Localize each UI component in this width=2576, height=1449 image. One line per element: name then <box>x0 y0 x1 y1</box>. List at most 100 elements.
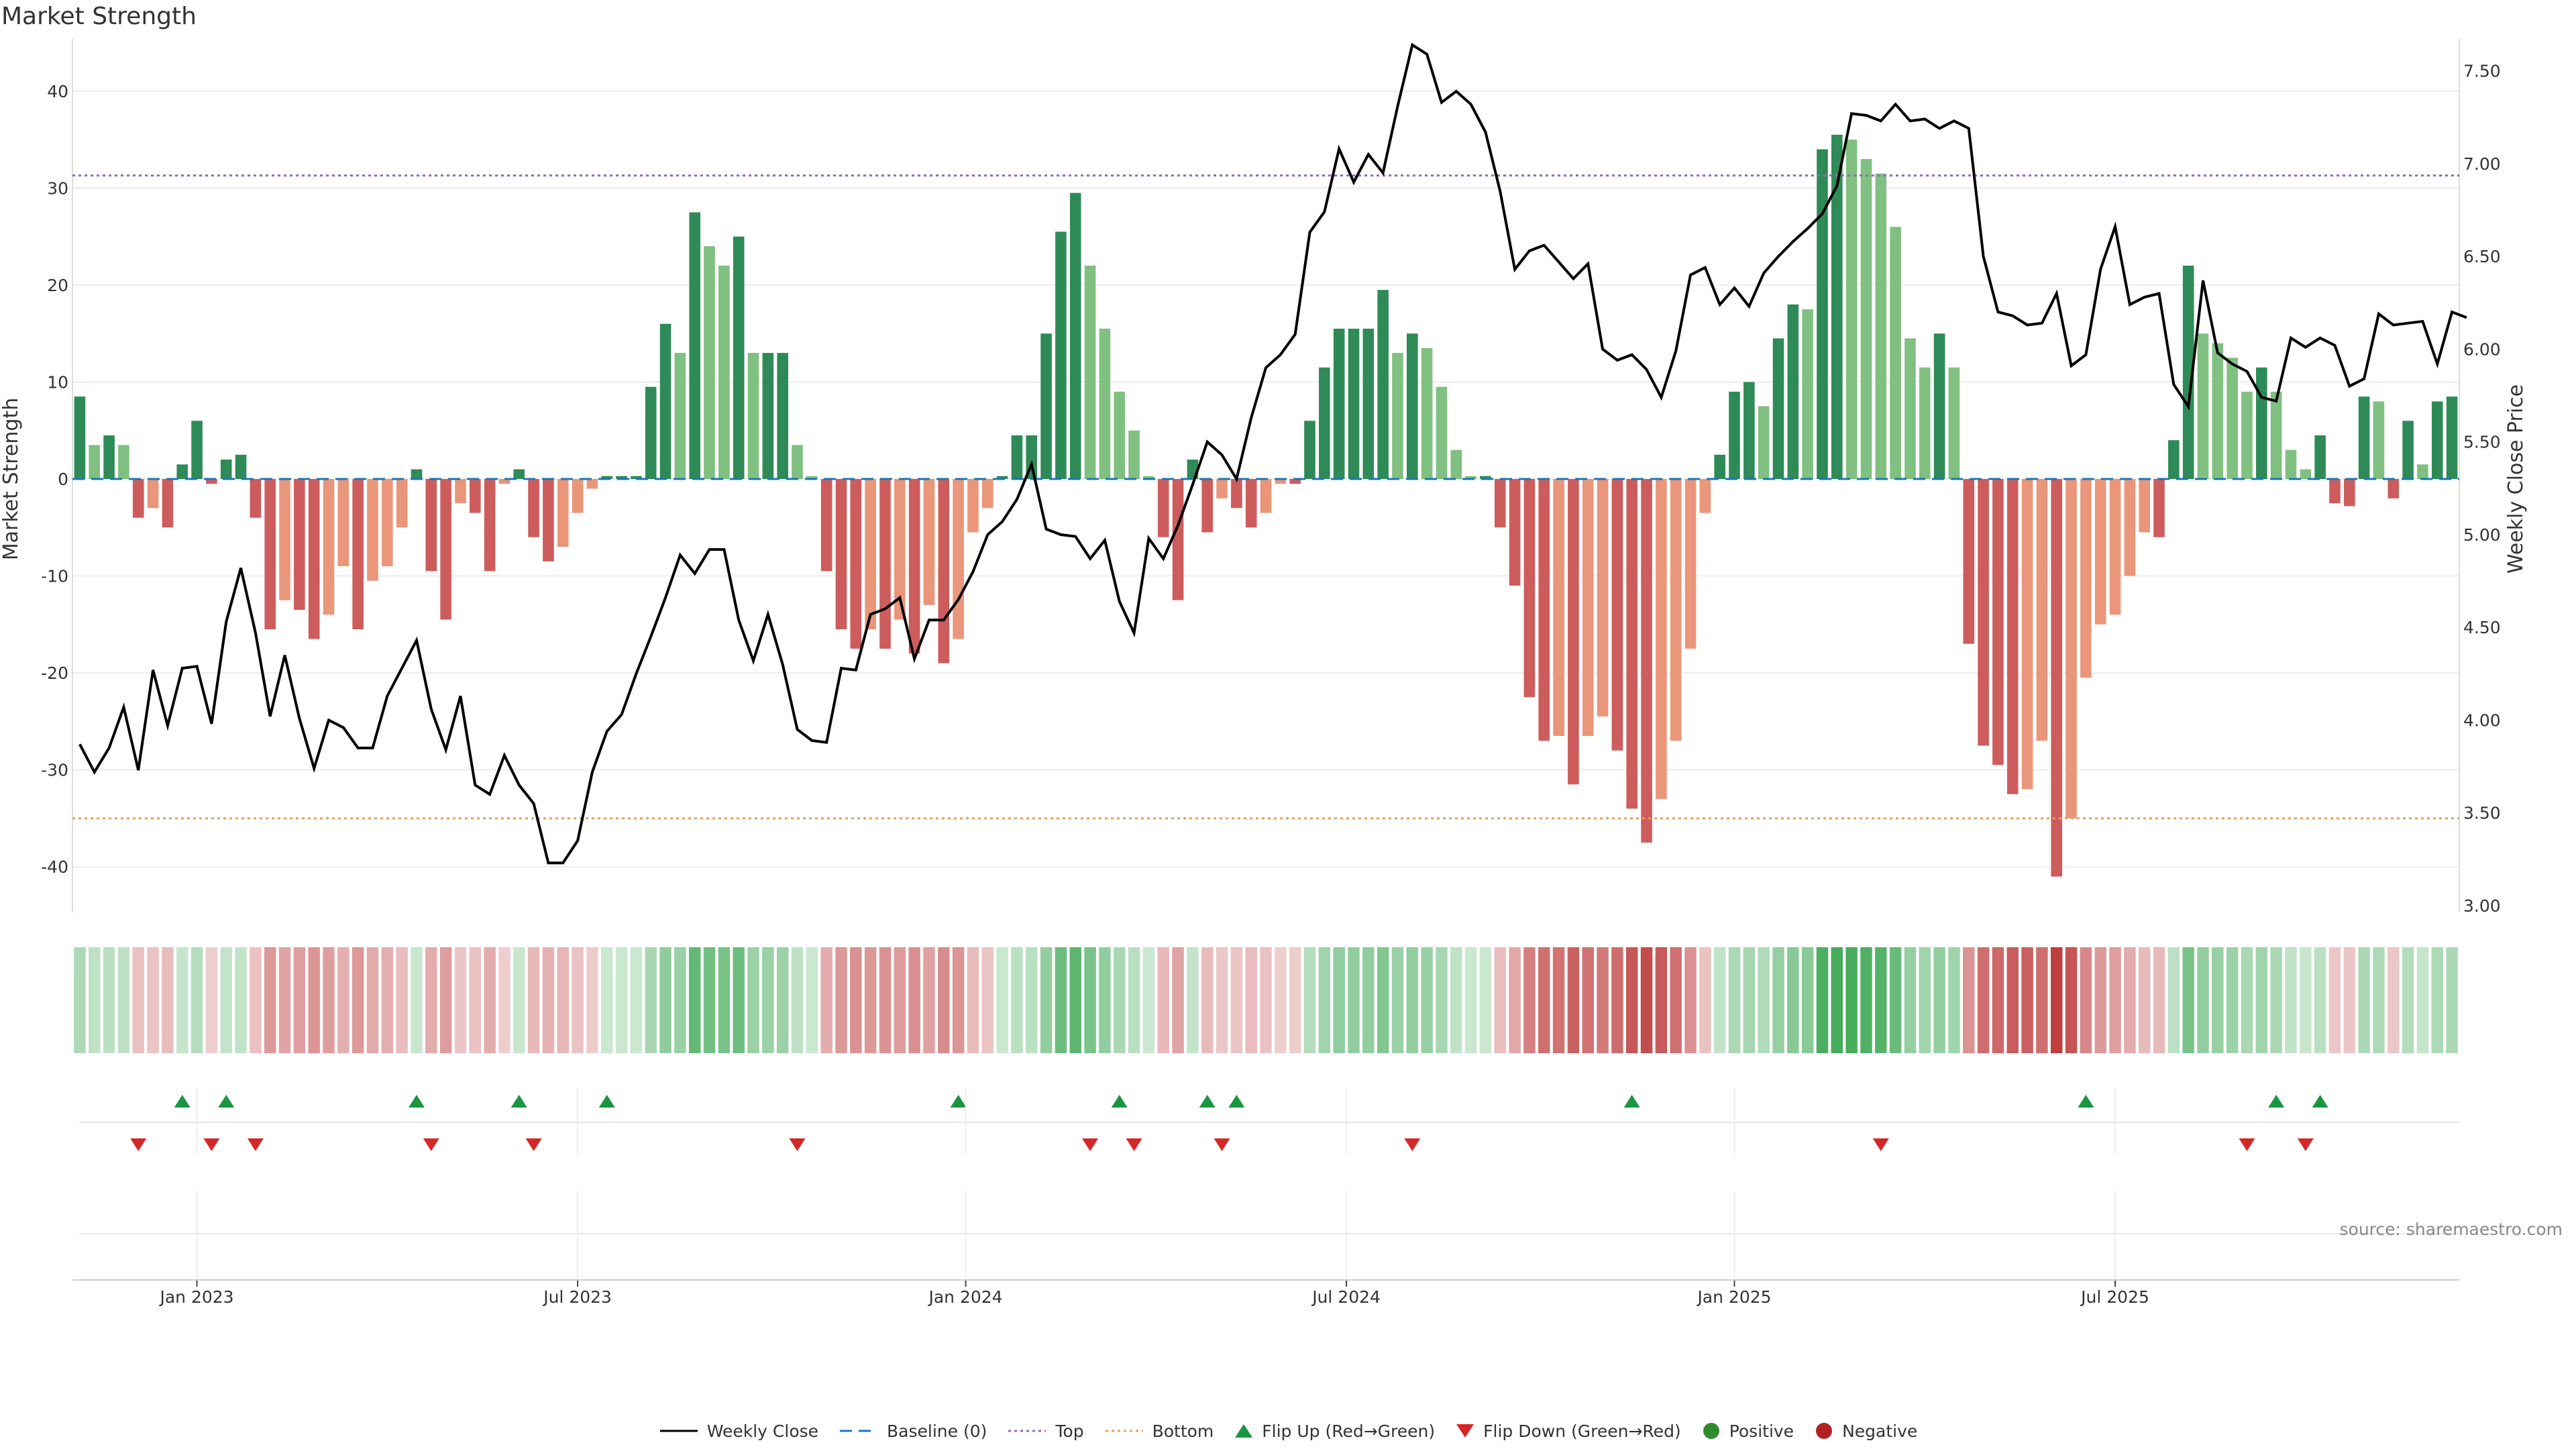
heat-cell <box>527 947 540 1053</box>
heat-cell <box>1552 947 1565 1053</box>
strength-bar <box>792 445 803 479</box>
flip-up-marker <box>1111 1095 1128 1108</box>
strength-bar <box>1656 479 1667 799</box>
heat-cell <box>2109 947 2121 1053</box>
strength-bar <box>2373 401 2385 479</box>
y2-tick-label: 6.50 <box>2463 247 2501 266</box>
heat-cell <box>2094 947 2106 1053</box>
strength-bar <box>396 479 408 528</box>
heat-cell <box>1275 947 1287 1053</box>
heat-cell <box>1157 947 1169 1053</box>
strength-bar <box>1157 479 1169 537</box>
flip-down-marker <box>1214 1138 1230 1151</box>
heat-cell <box>1670 947 1682 1053</box>
strength-bar <box>308 479 320 639</box>
strength-bar <box>1772 338 1784 479</box>
heat-cell <box>923 947 935 1053</box>
strength-bar <box>367 479 378 581</box>
strength-bar <box>601 476 613 479</box>
heat-cell <box>996 947 1008 1053</box>
heat-cell <box>1948 947 1960 1053</box>
strength-bar <box>2094 479 2106 625</box>
heat-cell <box>1289 947 1301 1053</box>
strength-bar <box>1406 333 1418 479</box>
heat-cell <box>1216 947 1228 1053</box>
flip-up-marker <box>598 1095 615 1108</box>
strength-bar <box>1245 479 1257 528</box>
strength-bar <box>2021 479 2033 790</box>
strength-bar <box>147 479 159 508</box>
heat-cell <box>820 947 833 1053</box>
heat-cell <box>1831 947 1843 1053</box>
strength-bar <box>1392 353 1403 479</box>
strength-bar <box>777 353 788 479</box>
heat-cell <box>2285 947 2297 1053</box>
heat-cell <box>278 947 291 1053</box>
strength-bar <box>835 479 847 630</box>
heat-cell <box>2402 947 2414 1053</box>
heat-cell <box>1406 947 1419 1053</box>
flip-up-marker <box>174 1095 191 1108</box>
heat-cell <box>1187 947 1199 1053</box>
heat-cell <box>2153 947 2165 1053</box>
strength-bar <box>1480 476 1491 479</box>
flip-up-marker <box>1199 1095 1216 1108</box>
heat-cell <box>1977 947 1990 1053</box>
heat-cell <box>513 947 525 1053</box>
heat-cell <box>74 947 86 1053</box>
legend-negative: Negative <box>1814 1421 1917 1441</box>
flip-up-marker <box>511 1095 527 1108</box>
y2-tick-label: 3.00 <box>2463 896 2501 916</box>
heat-cell <box>2241 947 2253 1053</box>
heat-cell <box>1377 947 1389 1053</box>
heat-cell <box>2300 947 2312 1053</box>
dot-green-icon <box>1703 1423 1719 1439</box>
legend: Weekly Close Baseline (0) Top Bottom Fli… <box>0 1421 2576 1441</box>
flip-down-marker <box>1082 1138 1099 1151</box>
heat-cell <box>1436 947 1448 1053</box>
strength-bar <box>74 396 86 479</box>
strength-bar <box>294 479 305 610</box>
heat-cell <box>645 947 657 1053</box>
strength-bar <box>1436 386 1448 479</box>
heat-cell <box>1567 947 1580 1053</box>
flip-down-marker <box>1872 1138 1889 1151</box>
flip-down-marker <box>789 1138 806 1151</box>
heat-cell <box>1333 947 1345 1053</box>
heat-cell <box>1860 947 1872 1053</box>
heat-cell <box>2080 947 2092 1053</box>
heat-cell <box>1128 947 1140 1053</box>
strength-bar <box>1597 479 1609 717</box>
strength-bar <box>425 479 437 572</box>
strength-bar <box>2256 367 2267 479</box>
heat-cell <box>1758 947 1770 1053</box>
heat-cell <box>557 947 569 1053</box>
strength-bar <box>1128 430 1140 479</box>
strength-bar <box>1260 479 1272 513</box>
heat-cell <box>1303 947 1316 1053</box>
legend-baseline: Baseline (0) <box>839 1421 987 1441</box>
y2-tick-label: 5.00 <box>2463 525 2501 545</box>
strength-bar <box>2226 358 2238 479</box>
heat-cell <box>2431 947 2443 1053</box>
heat-cell <box>264 947 276 1053</box>
heat-cell <box>776 947 789 1053</box>
flip-down-marker <box>1404 1138 1421 1151</box>
heat-cell <box>1011 947 1023 1053</box>
heat-cell <box>2446 947 2458 1053</box>
legend-flip-up: Flip Up (Red→Green) <box>1234 1421 1435 1441</box>
x-tick-label: Jan 2024 <box>927 1287 1002 1307</box>
x-tick-label: Jul 2023 <box>542 1287 612 1307</box>
weekly-close-line <box>78 42 2467 865</box>
strength-bar <box>1670 479 1682 741</box>
y-axis-label: Market Strength <box>0 398 23 560</box>
strength-bar <box>1084 266 1096 479</box>
heat-cell <box>2036 947 2048 1053</box>
heat-cell <box>2021 947 2033 1053</box>
heat-cell <box>1391 947 1404 1053</box>
strength-bar <box>631 476 642 479</box>
strength-bar <box>206 479 217 484</box>
heat-cell <box>1625 947 1638 1053</box>
heat-cell <box>791 947 804 1053</box>
strength-bar <box>865 479 876 630</box>
